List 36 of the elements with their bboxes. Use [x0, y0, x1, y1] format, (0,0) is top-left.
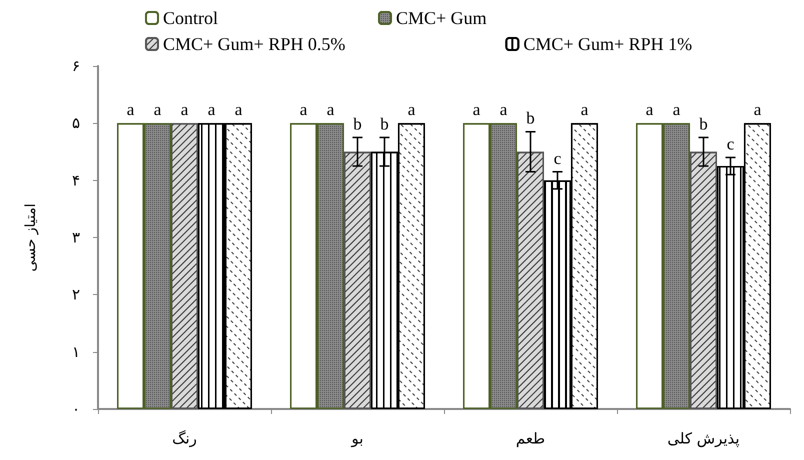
data-label: a	[580, 100, 589, 120]
data-label: a	[472, 100, 481, 120]
data-label: a	[234, 100, 243, 120]
legend-label: CMC+ Gum+ RPH 1%	[523, 34, 692, 54]
data-label: a	[326, 100, 335, 120]
legend-label: Control	[163, 8, 218, 28]
data-label: a	[500, 100, 508, 120]
data-label: a	[672, 100, 681, 120]
y-tick-label: ۰	[72, 400, 80, 418]
y-tick-label: ۶	[72, 57, 80, 75]
x-tick-label: طعم	[516, 430, 546, 448]
legend-label: CMC+ Gum	[396, 8, 487, 28]
y-tick-label: ۳	[72, 228, 80, 246]
data-label: c	[554, 148, 562, 168]
data-label: a	[208, 100, 216, 120]
data-label: b	[380, 114, 389, 134]
data-label: a	[408, 100, 416, 120]
data-label: a	[300, 100, 308, 120]
y-tick-label: ۴	[72, 171, 80, 190]
y-tick-label: ۵	[72, 114, 80, 132]
data-label: c	[726, 134, 735, 154]
y-axis-title: امتیاز حسی	[23, 203, 39, 272]
data-label: b	[526, 108, 535, 128]
x-tick-label: بو	[350, 430, 364, 448]
data-label: b	[699, 114, 708, 134]
data-label: a	[646, 100, 654, 120]
x-tick-label: رنگ	[172, 430, 197, 448]
data-label: b	[353, 114, 362, 134]
data-label: a	[154, 100, 162, 120]
x-tick-label: پذیرش کلی	[667, 430, 740, 448]
data-label: a	[754, 100, 762, 120]
legend-label: CMC+ Gum+ RPH 0.5%	[163, 34, 346, 54]
y-tick-label: ۲	[72, 286, 80, 304]
data-label: a	[180, 100, 189, 120]
data-label: a	[126, 100, 135, 120]
y-tick-label: ۱	[72, 342, 80, 361]
